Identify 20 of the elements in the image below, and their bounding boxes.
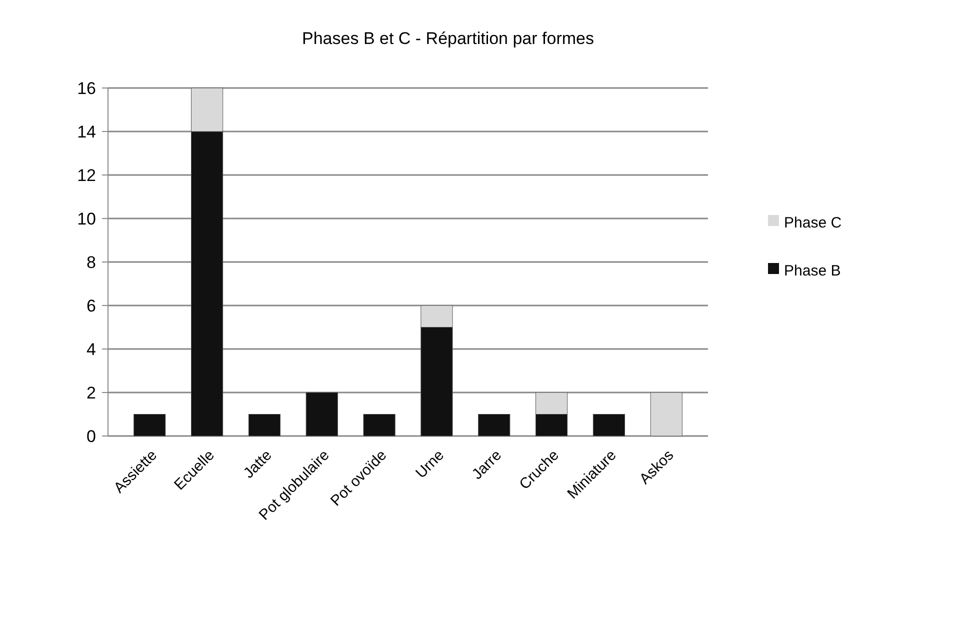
- y-tick-label: 2: [86, 383, 96, 402]
- legend-label: Phase C: [784, 214, 842, 232]
- bar: [478, 414, 510, 436]
- bar: [592, 414, 625, 436]
- y-tick-label: 14: [77, 122, 96, 142]
- bar: [248, 414, 280, 436]
- legend-label: Phase B: [784, 262, 841, 280]
- bar: [363, 414, 396, 436]
- y-tick-label: 16: [77, 78, 96, 98]
- y-tick-label: 6: [86, 296, 96, 316]
- x-tick-label: Urne: [412, 446, 448, 482]
- y-tick-label: 10: [77, 209, 96, 228]
- bar: [134, 414, 166, 436]
- bar: [306, 392, 338, 436]
- y-tick-label: 0: [86, 426, 96, 446]
- chart-title: Phases B et C - Répartition par formes: [302, 29, 594, 48]
- y-tick-label: 12: [77, 166, 96, 185]
- y-tick-label: 4: [86, 340, 96, 359]
- y-tick-label: 8: [86, 252, 96, 272]
- bar: [650, 392, 682, 436]
